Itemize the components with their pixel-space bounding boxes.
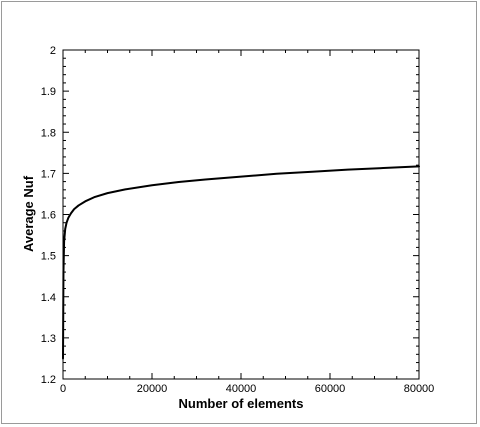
series-layer: [62, 165, 420, 360]
y-tick-label: 1.6: [41, 210, 56, 222]
y-tick-label: 1.3: [41, 333, 56, 345]
y-tick-label: 1.2: [41, 374, 56, 386]
y-axis-title: Average Nuf: [21, 175, 36, 252]
x-tick-label: 80000: [404, 383, 435, 395]
y-axis: 1.2 1.3 1.4 1.5 1.6 1.7 1.8 1.9 2: [41, 45, 419, 386]
y-tick-label: 1.5: [41, 251, 56, 263]
y-tick-label: 1.4: [41, 292, 56, 304]
y-tick-label: 2: [50, 45, 56, 57]
series-line: [62, 165, 420, 360]
y-tick-label: 1.7: [41, 168, 56, 180]
x-tick-label: 20000: [137, 383, 168, 395]
x-tick-label: 60000: [315, 383, 346, 395]
y-tick-label: 1.8: [41, 127, 56, 139]
y-tick-label: 1.9: [41, 86, 56, 98]
x-tick-label: 0: [60, 383, 66, 395]
x-tick-label: 40000: [226, 383, 257, 395]
x-axis: 0 20000 40000 60000 80000: [60, 50, 434, 395]
x-axis-title: Number of elements: [179, 396, 304, 411]
plot-area: [62, 49, 420, 380]
